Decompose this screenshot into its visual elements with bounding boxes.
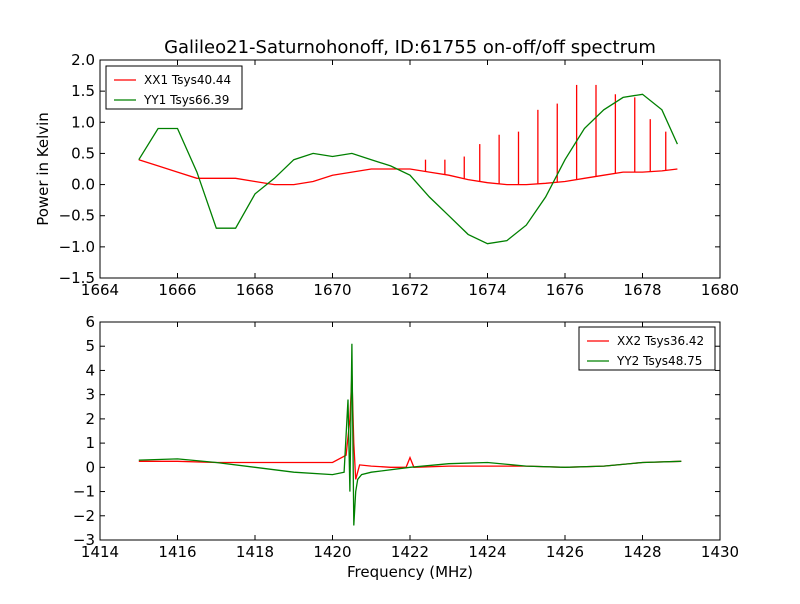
- legend: XX1 Tsys40.44 YY1 Tsys66.39: [105, 65, 243, 110]
- y-tick-label: 6: [85, 313, 95, 331]
- series-line-1: [138, 159, 678, 186]
- x-tick-label: 1664: [81, 281, 119, 299]
- y-tick-label: −3: [73, 531, 95, 549]
- bottom-plot: 1414 1416 1418 1420 1422 1424 1426 1428 1430−3−2…: [73, 313, 739, 581]
- chart-title: Galileo21-Saturnohonoff, ID:61755 on-off…: [164, 37, 656, 58]
- x-tick-label: 1680: [701, 281, 739, 299]
- y-axis-label: Power in Kelvin: [34, 112, 52, 226]
- series-line-2: [138, 343, 682, 526]
- legend-box: [105, 65, 243, 110]
- legend-box: [578, 326, 716, 371]
- legend-entry: YY2 Tsys48.75: [616, 354, 702, 368]
- y-tick-label: 3: [85, 386, 95, 404]
- x-tick-label: 1430: [701, 543, 739, 561]
- x-tick-label: 1426: [546, 543, 584, 561]
- x-tick-label: 1672: [391, 281, 429, 299]
- y-tick-label: 0.0: [71, 176, 95, 194]
- x-tick-label: 1414: [81, 543, 119, 561]
- y-tick-label: 5: [85, 337, 95, 355]
- y-tick-label: 4: [85, 361, 95, 379]
- legend-entry: XX1 Tsys40.44: [144, 73, 231, 87]
- y-tick-label: 0.5: [71, 144, 95, 162]
- x-tick-label: 1668: [236, 281, 274, 299]
- y-tick-label: 1.0: [71, 113, 95, 131]
- y-tick-label: −1.0: [59, 238, 95, 256]
- y-tick-label: −1: [73, 483, 95, 501]
- y-tick-label: −2: [73, 507, 95, 525]
- x-tick-label: 1678: [623, 281, 661, 299]
- legend-entry: XX2 Tsys36.42: [617, 334, 704, 348]
- x-tick-label: 1422: [391, 543, 429, 561]
- x-tick-label: 1428: [623, 543, 661, 561]
- x-tick-label: 1420: [313, 543, 351, 561]
- x-axis-label: Frequency (MHz): [347, 563, 473, 581]
- y-tick-label: 2.0: [71, 51, 95, 69]
- x-tick-label: 1416: [158, 543, 196, 561]
- y-tick-label: 1.5: [71, 82, 95, 100]
- x-tick-label: 1670: [313, 281, 351, 299]
- y-tick-label: −0.5: [59, 207, 95, 225]
- y-tick-label: 2: [85, 410, 95, 428]
- x-tick-label: 1666: [158, 281, 196, 299]
- y-tick-label: −1.5: [59, 269, 95, 287]
- top-plot: 1664 1666 1668 1670 1672 1674 1676 1678 1680 −1.5…: [34, 51, 739, 299]
- y-tick-label: 0: [85, 458, 95, 476]
- x-tick-label: 1674: [468, 281, 506, 299]
- series-line-2: [138, 93, 678, 245]
- x-tick-label: 1676: [546, 281, 584, 299]
- x-tick-label: 1424: [468, 543, 506, 561]
- x-tick-label: 1418: [236, 543, 274, 561]
- legend-entry: YY1 Tsys66.39: [143, 93, 229, 107]
- y-tick-label: 1: [85, 434, 95, 452]
- legend: XX2 Tsys36.42 YY2 Tsys48.75: [578, 326, 716, 371]
